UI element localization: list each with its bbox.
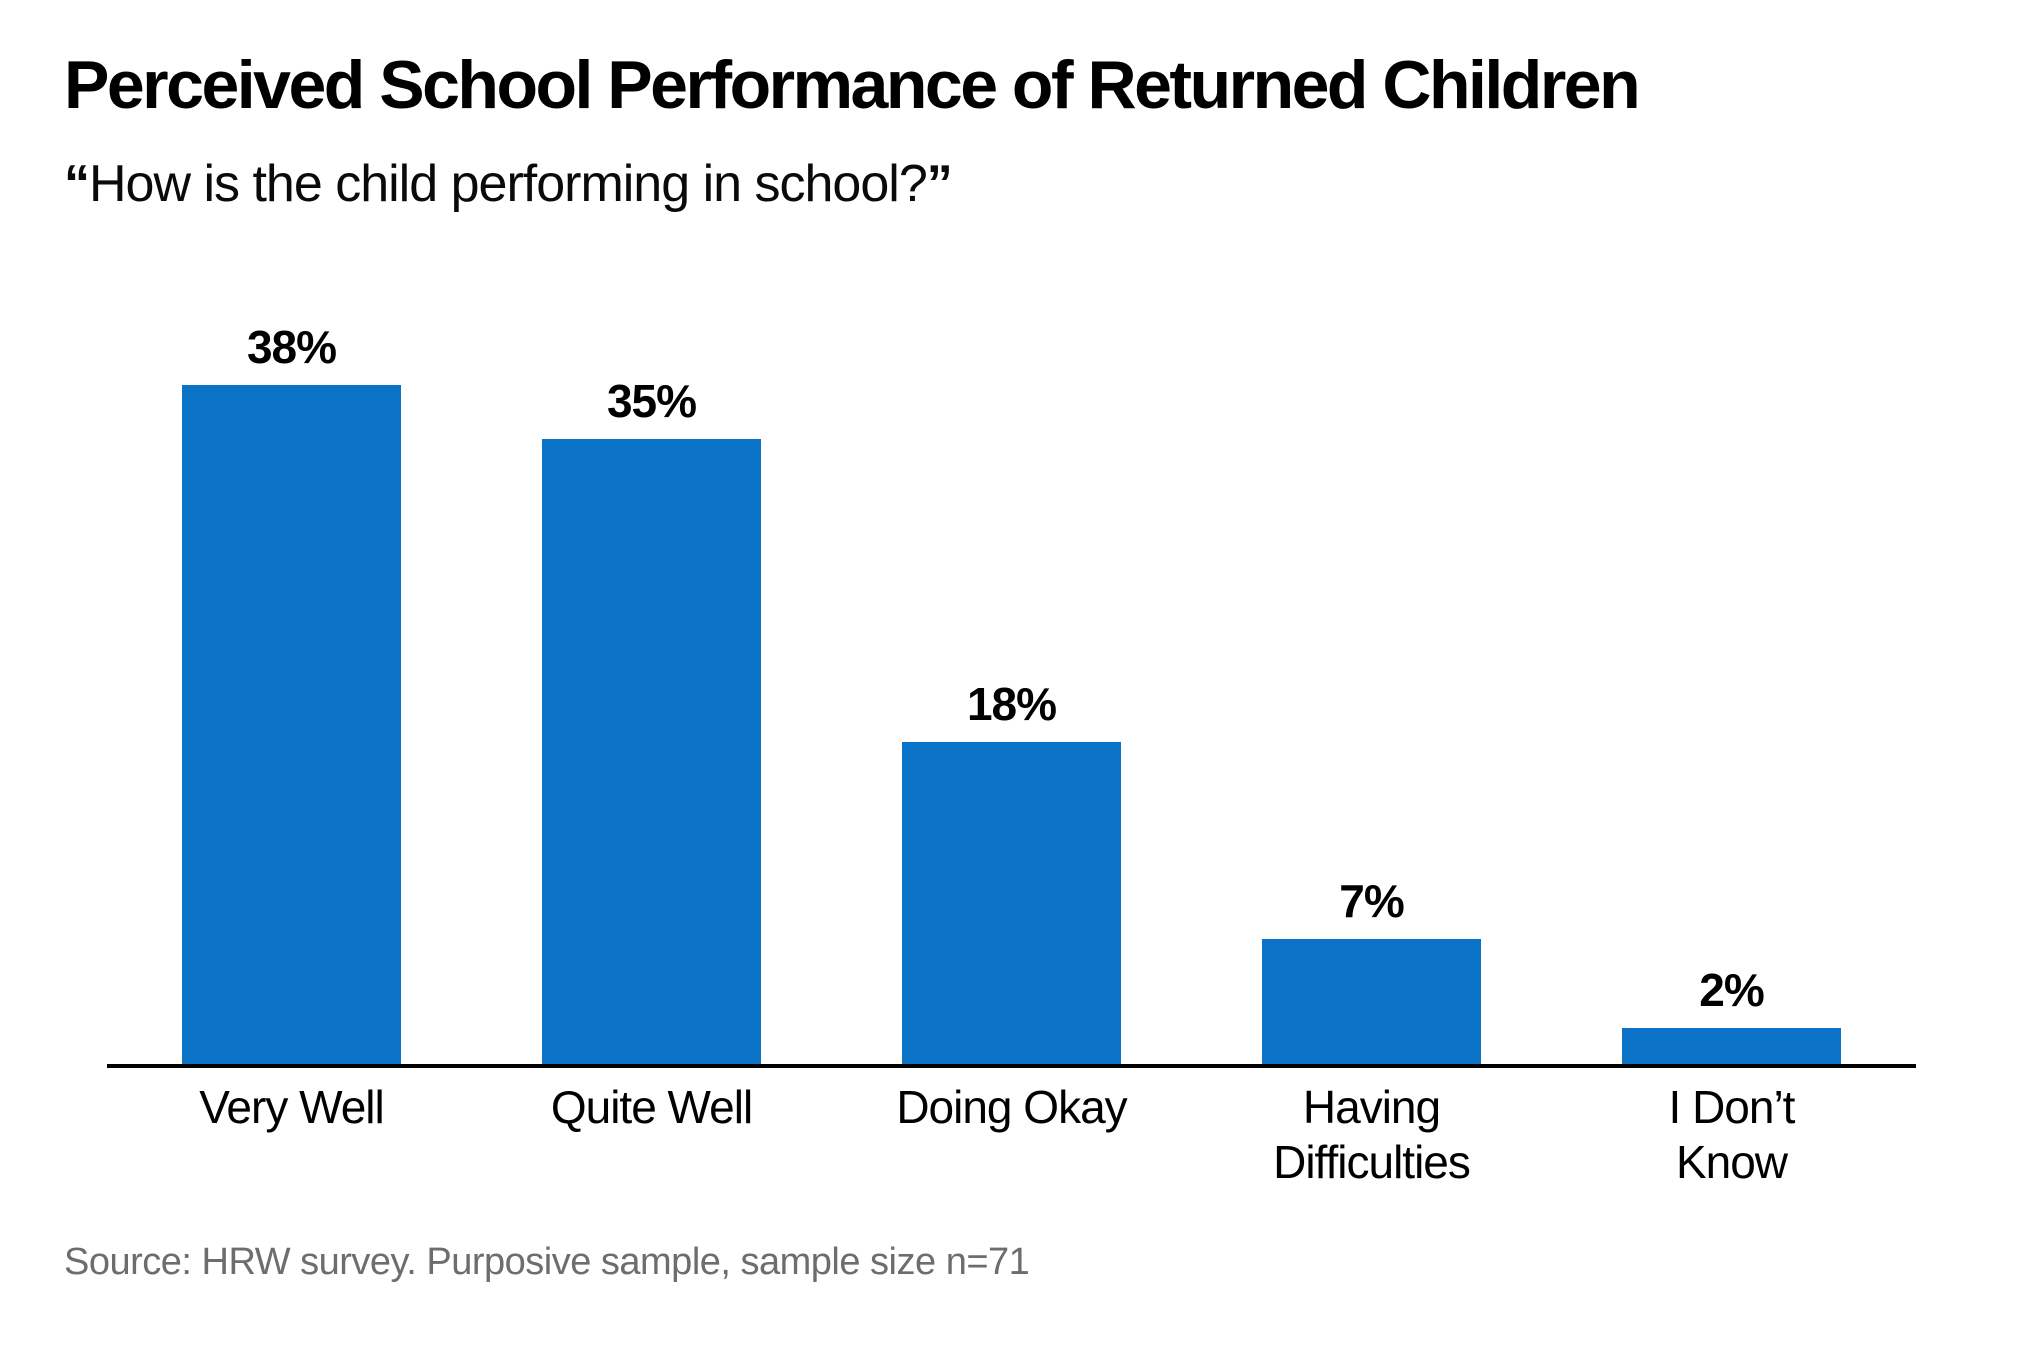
- bar-i-don-t-know: [1622, 1028, 1841, 1064]
- bar-value-label: 38%: [246, 321, 337, 373]
- bar-column-doing-okay: 18%: [902, 681, 1121, 1064]
- x-axis-labels: Very Well Quite Well Doing Okay Having Diffi…: [107, 1080, 1916, 1190]
- bar-value-label: 7%: [1339, 875, 1404, 927]
- open-quote: “: [64, 155, 90, 213]
- bar-doing-okay: [902, 742, 1121, 1064]
- x-axis-label-i-don-t-know: I Don’t Know: [1622, 1080, 1841, 1190]
- bar-value-label: 2%: [1699, 964, 1764, 1016]
- x-axis-label-line: I Don’t: [1668, 1081, 1796, 1133]
- subtitle-text: How is the child performing in school?: [89, 155, 928, 213]
- x-axis-label-line: Having: [1302, 1081, 1441, 1133]
- bar-very-well: [182, 385, 401, 1064]
- x-axis-label-line: Doing Okay: [896, 1081, 1127, 1133]
- bar-having-difficulties: [1262, 939, 1481, 1064]
- x-axis-label-having-difficulties: Having Difficulties: [1262, 1080, 1481, 1190]
- bar-value-label: 35%: [606, 375, 697, 427]
- chart-title: Perceived School Performance of Returned…: [64, 47, 1641, 123]
- x-axis-label-very-well: Very Well: [182, 1080, 401, 1190]
- close-quote: ”: [926, 155, 953, 213]
- x-axis-label-doing-okay: Doing Okay: [896, 1080, 1127, 1190]
- source-note: Source: HRW survey. Purposive sample, sa…: [64, 1241, 1030, 1283]
- bar-value-label: 18%: [966, 678, 1057, 730]
- bar-chart-plot-area: 38% 35% 18% 7% 2%: [107, 300, 1916, 1068]
- x-axis-label-line: Very Well: [199, 1081, 384, 1133]
- x-axis-label-line: Quite Well: [550, 1081, 753, 1133]
- x-axis-label-line: Difficulties: [1273, 1136, 1471, 1188]
- x-axis-label-line: Know: [1675, 1136, 1788, 1188]
- bar-column-having-difficulties: 7%: [1262, 878, 1481, 1064]
- bar-column-very-well: 38%: [182, 324, 401, 1064]
- chart-subtitle: “How is the child performing in school?”: [64, 155, 953, 213]
- bar-column-i-don-t-know: 2%: [1622, 967, 1841, 1064]
- bar-column-quite-well: 35%: [542, 378, 761, 1064]
- x-axis-label-quite-well: Quite Well: [542, 1080, 761, 1190]
- bar-quite-well: [542, 439, 761, 1064]
